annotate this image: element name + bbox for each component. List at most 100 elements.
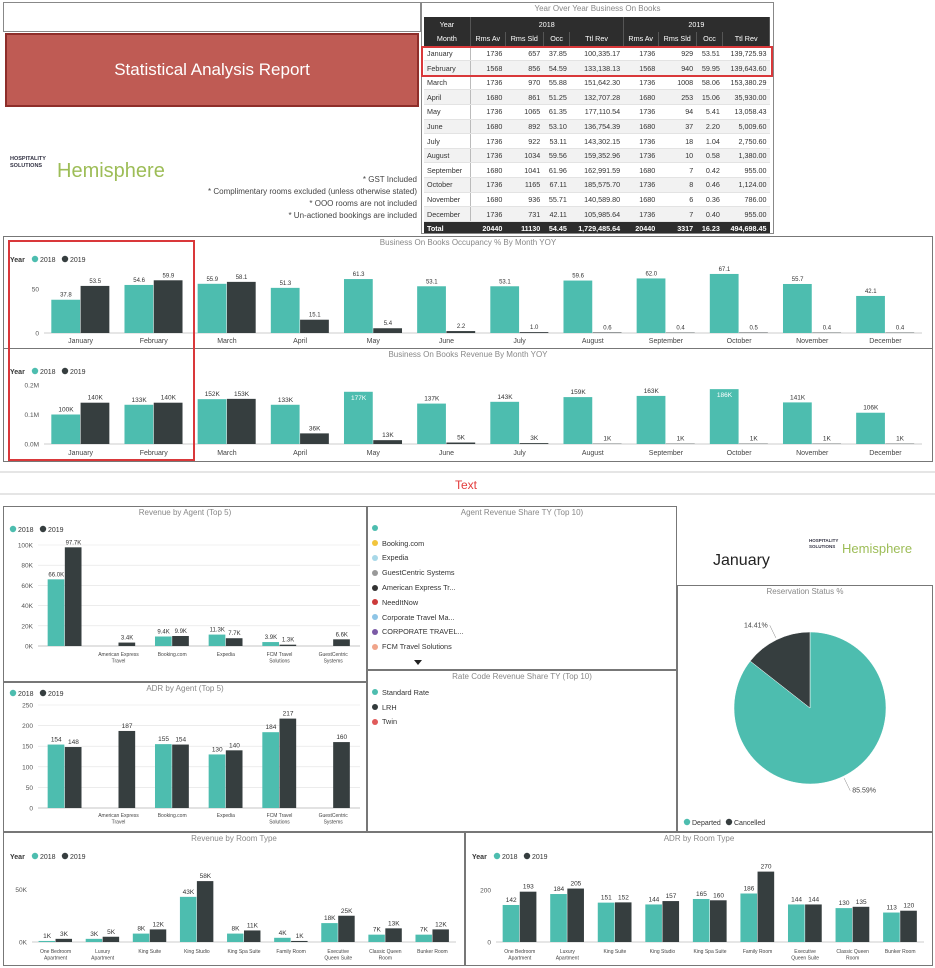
table-row[interactable]: January 1736 657 37.85 100,335.17 1736 929 53.5… — [424, 46, 770, 62]
data-label: 1K — [677, 436, 686, 443]
value-cell: 10 — [658, 148, 697, 164]
section-divider — [0, 471, 935, 473]
bar-2019 — [333, 742, 350, 808]
table-row[interactable]: October 1736 1165 67.11 185,575.70 1736 8 0.46 1… — [424, 177, 770, 193]
rate-share-pie: 90.46%6.23%3.31% — [368, 671, 677, 832]
value-cell: 940 — [658, 60, 697, 76]
y-tick-label: 250 — [22, 703, 33, 710]
value-cell: 55.71 — [543, 192, 570, 208]
table-row[interactable]: May 1736 1065 61.35 177,110.54 1736 94 5.41 13,0… — [424, 104, 770, 120]
legend-item[interactable]: American Express Tr... — [372, 580, 464, 595]
legend-item[interactable]: Booking.com — [372, 536, 464, 551]
table-row[interactable]: September 1680 1041 61.96 162,991.59 1680 7 0.4… — [424, 162, 770, 179]
legend-item[interactable]: Standard Rate — [372, 685, 429, 700]
legend-item[interactable]: FCM Travel Solutions — [372, 639, 464, 654]
value-cell: 970 — [505, 75, 544, 91]
table-row[interactable]: April 1680 861 51.25 132,707.28 1680 253 15.06 3… — [424, 89, 770, 106]
bar-2018 — [262, 732, 279, 808]
legend-item[interactable]: Twin — [372, 715, 429, 730]
bar-2018 — [645, 904, 662, 942]
legend-marker — [523, 852, 531, 860]
legend-item[interactable] — [372, 521, 464, 536]
value-cell: 1680 — [623, 119, 659, 135]
bar-2018 — [563, 280, 593, 333]
legend-item[interactable]: LRH — [372, 700, 429, 715]
value-cell: 61.35 — [543, 104, 570, 120]
value-cell: 59.56 — [543, 148, 570, 164]
month-cell: April — [424, 89, 471, 106]
bar-2019 — [373, 440, 403, 444]
data-label: 1K — [603, 436, 612, 443]
category-label: June — [439, 450, 454, 457]
column-header: Rms Av — [470, 31, 506, 47]
category-label: Luxury — [95, 949, 111, 955]
data-label: 18K — [324, 915, 336, 922]
table-row[interactable]: August 1736 1034 59.56 159,352.96 1736 10 0.58 1… — [424, 148, 770, 164]
legend-item[interactable]: CORPORATE TRAVEL... — [372, 625, 464, 640]
pie-leader — [769, 625, 777, 638]
table-row[interactable]: June 1680 892 53.10 136,754.39 1680 37 2.20 5,00… — [424, 119, 770, 135]
category-label: Executive — [794, 949, 816, 955]
column-header: Ttl Rev — [722, 31, 770, 47]
bar-2019 — [519, 443, 549, 444]
bar-2018 — [417, 286, 446, 333]
data-label: 8K — [232, 926, 241, 933]
data-label: 7.7K — [228, 631, 240, 637]
report-title-banner: Statistical Analysis Report — [5, 33, 419, 107]
bar-2018 — [368, 934, 385, 942]
table-row[interactable]: July 1736 922 53.11 143,302.15 1736 18 1.04 2,75… — [424, 133, 770, 149]
legend-item[interactable]: Expedia — [372, 551, 464, 566]
legend-item[interactable]: Corporate Travel Ma... — [372, 610, 464, 625]
value-cell: 1680 — [470, 89, 506, 106]
bar-2018 — [597, 902, 615, 942]
y-tick-label: 200 — [22, 723, 33, 730]
bar-2019 — [519, 891, 537, 942]
legend-scroll-down-icon[interactable] — [414, 660, 422, 665]
category-label: Family Room — [276, 949, 305, 955]
data-label: 153K — [234, 391, 250, 398]
bar-2018 — [782, 283, 812, 333]
legend-item[interactable]: NeedItNow — [372, 595, 464, 610]
value-cell: 59.95 — [696, 60, 723, 76]
y-tick-label: 80K — [21, 563, 33, 570]
value-cell: 1041 — [505, 162, 544, 179]
value-cell: 1.04 — [696, 133, 723, 149]
total-cell: 494,698.45 — [722, 221, 770, 233]
legend-title: Year — [472, 854, 487, 861]
table-row[interactable]: November 1680 936 55.71 140,589.80 1680 6 0.36 7… — [424, 192, 770, 208]
y-tick-label: 0 — [35, 331, 39, 338]
legend-label: 2018 — [40, 854, 56, 861]
value-cell: 0.42 — [696, 162, 723, 179]
table-row[interactable]: February 1568 856 54.59 133,138.13 1568 940 59.… — [424, 60, 770, 76]
legend-label: 2019 — [70, 854, 86, 861]
value-cell: 53.11 — [543, 133, 570, 149]
data-label: 0.4 — [676, 326, 685, 332]
section-divider — [0, 493, 935, 495]
category-label: Room — [379, 956, 392, 962]
bar-2019 — [300, 319, 329, 333]
data-label: 12K — [152, 921, 164, 928]
category-label: Apartment — [44, 956, 68, 962]
value-cell: 657 — [505, 46, 544, 62]
data-label: 270 — [761, 864, 772, 871]
data-label: 1K — [823, 436, 832, 443]
value-cell: 1680 — [623, 162, 659, 179]
category-label: One Bedroom — [504, 949, 535, 955]
value-cell: 139,725.93 — [722, 46, 770, 62]
y-tick-label: 100K — [18, 543, 34, 550]
legend-item[interactable]: GuestCentric Systems — [372, 565, 464, 580]
legend-marker — [9, 689, 17, 697]
y-tick-label: 0 — [487, 940, 491, 947]
legend-label: Corporate Travel Ma... — [382, 612, 455, 622]
category-label: One Bedroom — [40, 949, 71, 955]
legend-dot — [372, 584, 378, 591]
table-row[interactable]: December 1736 731 42.11 105,985.64 1736 7 0.40 9… — [424, 206, 770, 222]
category-label: January — [68, 450, 93, 457]
category-label: May — [367, 338, 381, 345]
data-label: 55.9 — [206, 277, 218, 283]
table-row[interactable]: March 1736 970 55.88 151,642.30 1736 1008 58.06… — [424, 75, 770, 91]
note: * Complimentary rooms excluded (unless o… — [208, 187, 417, 196]
data-label: 0.4 — [823, 326, 832, 332]
value-cell: 1680 — [623, 192, 659, 208]
